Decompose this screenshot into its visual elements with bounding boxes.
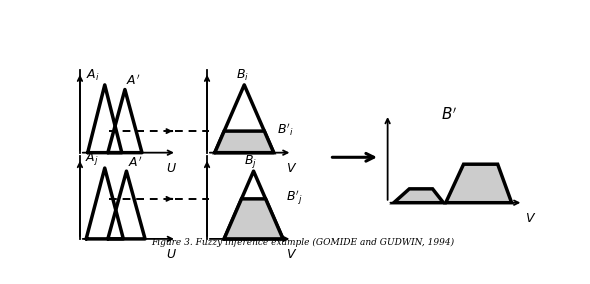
Text: $A'$: $A'$	[128, 155, 142, 170]
Text: V: V	[287, 248, 295, 261]
Text: $B'_j$: $B'_j$	[286, 188, 303, 206]
Text: $A'$: $A'$	[126, 74, 141, 88]
Text: $B'$: $B'$	[441, 107, 458, 124]
Text: $B'_i$: $B'_i$	[277, 121, 293, 138]
Polygon shape	[446, 164, 512, 203]
Text: $A_i$: $A_i$	[86, 68, 100, 83]
Text: V: V	[287, 162, 295, 175]
Text: Figure 3. Fuzzy inference example (GOMIDE and GUDWIN, 1994): Figure 3. Fuzzy inference example (GOMID…	[151, 237, 454, 247]
Text: $B_i$: $B_i$	[237, 68, 250, 83]
Text: V: V	[525, 212, 533, 225]
Text: $A_j$: $A_j$	[84, 149, 99, 166]
Polygon shape	[224, 199, 283, 239]
Polygon shape	[394, 189, 444, 203]
Text: $B_j$: $B_j$	[244, 153, 257, 170]
Text: U: U	[166, 248, 175, 261]
Polygon shape	[215, 131, 274, 153]
Text: U: U	[166, 162, 175, 175]
